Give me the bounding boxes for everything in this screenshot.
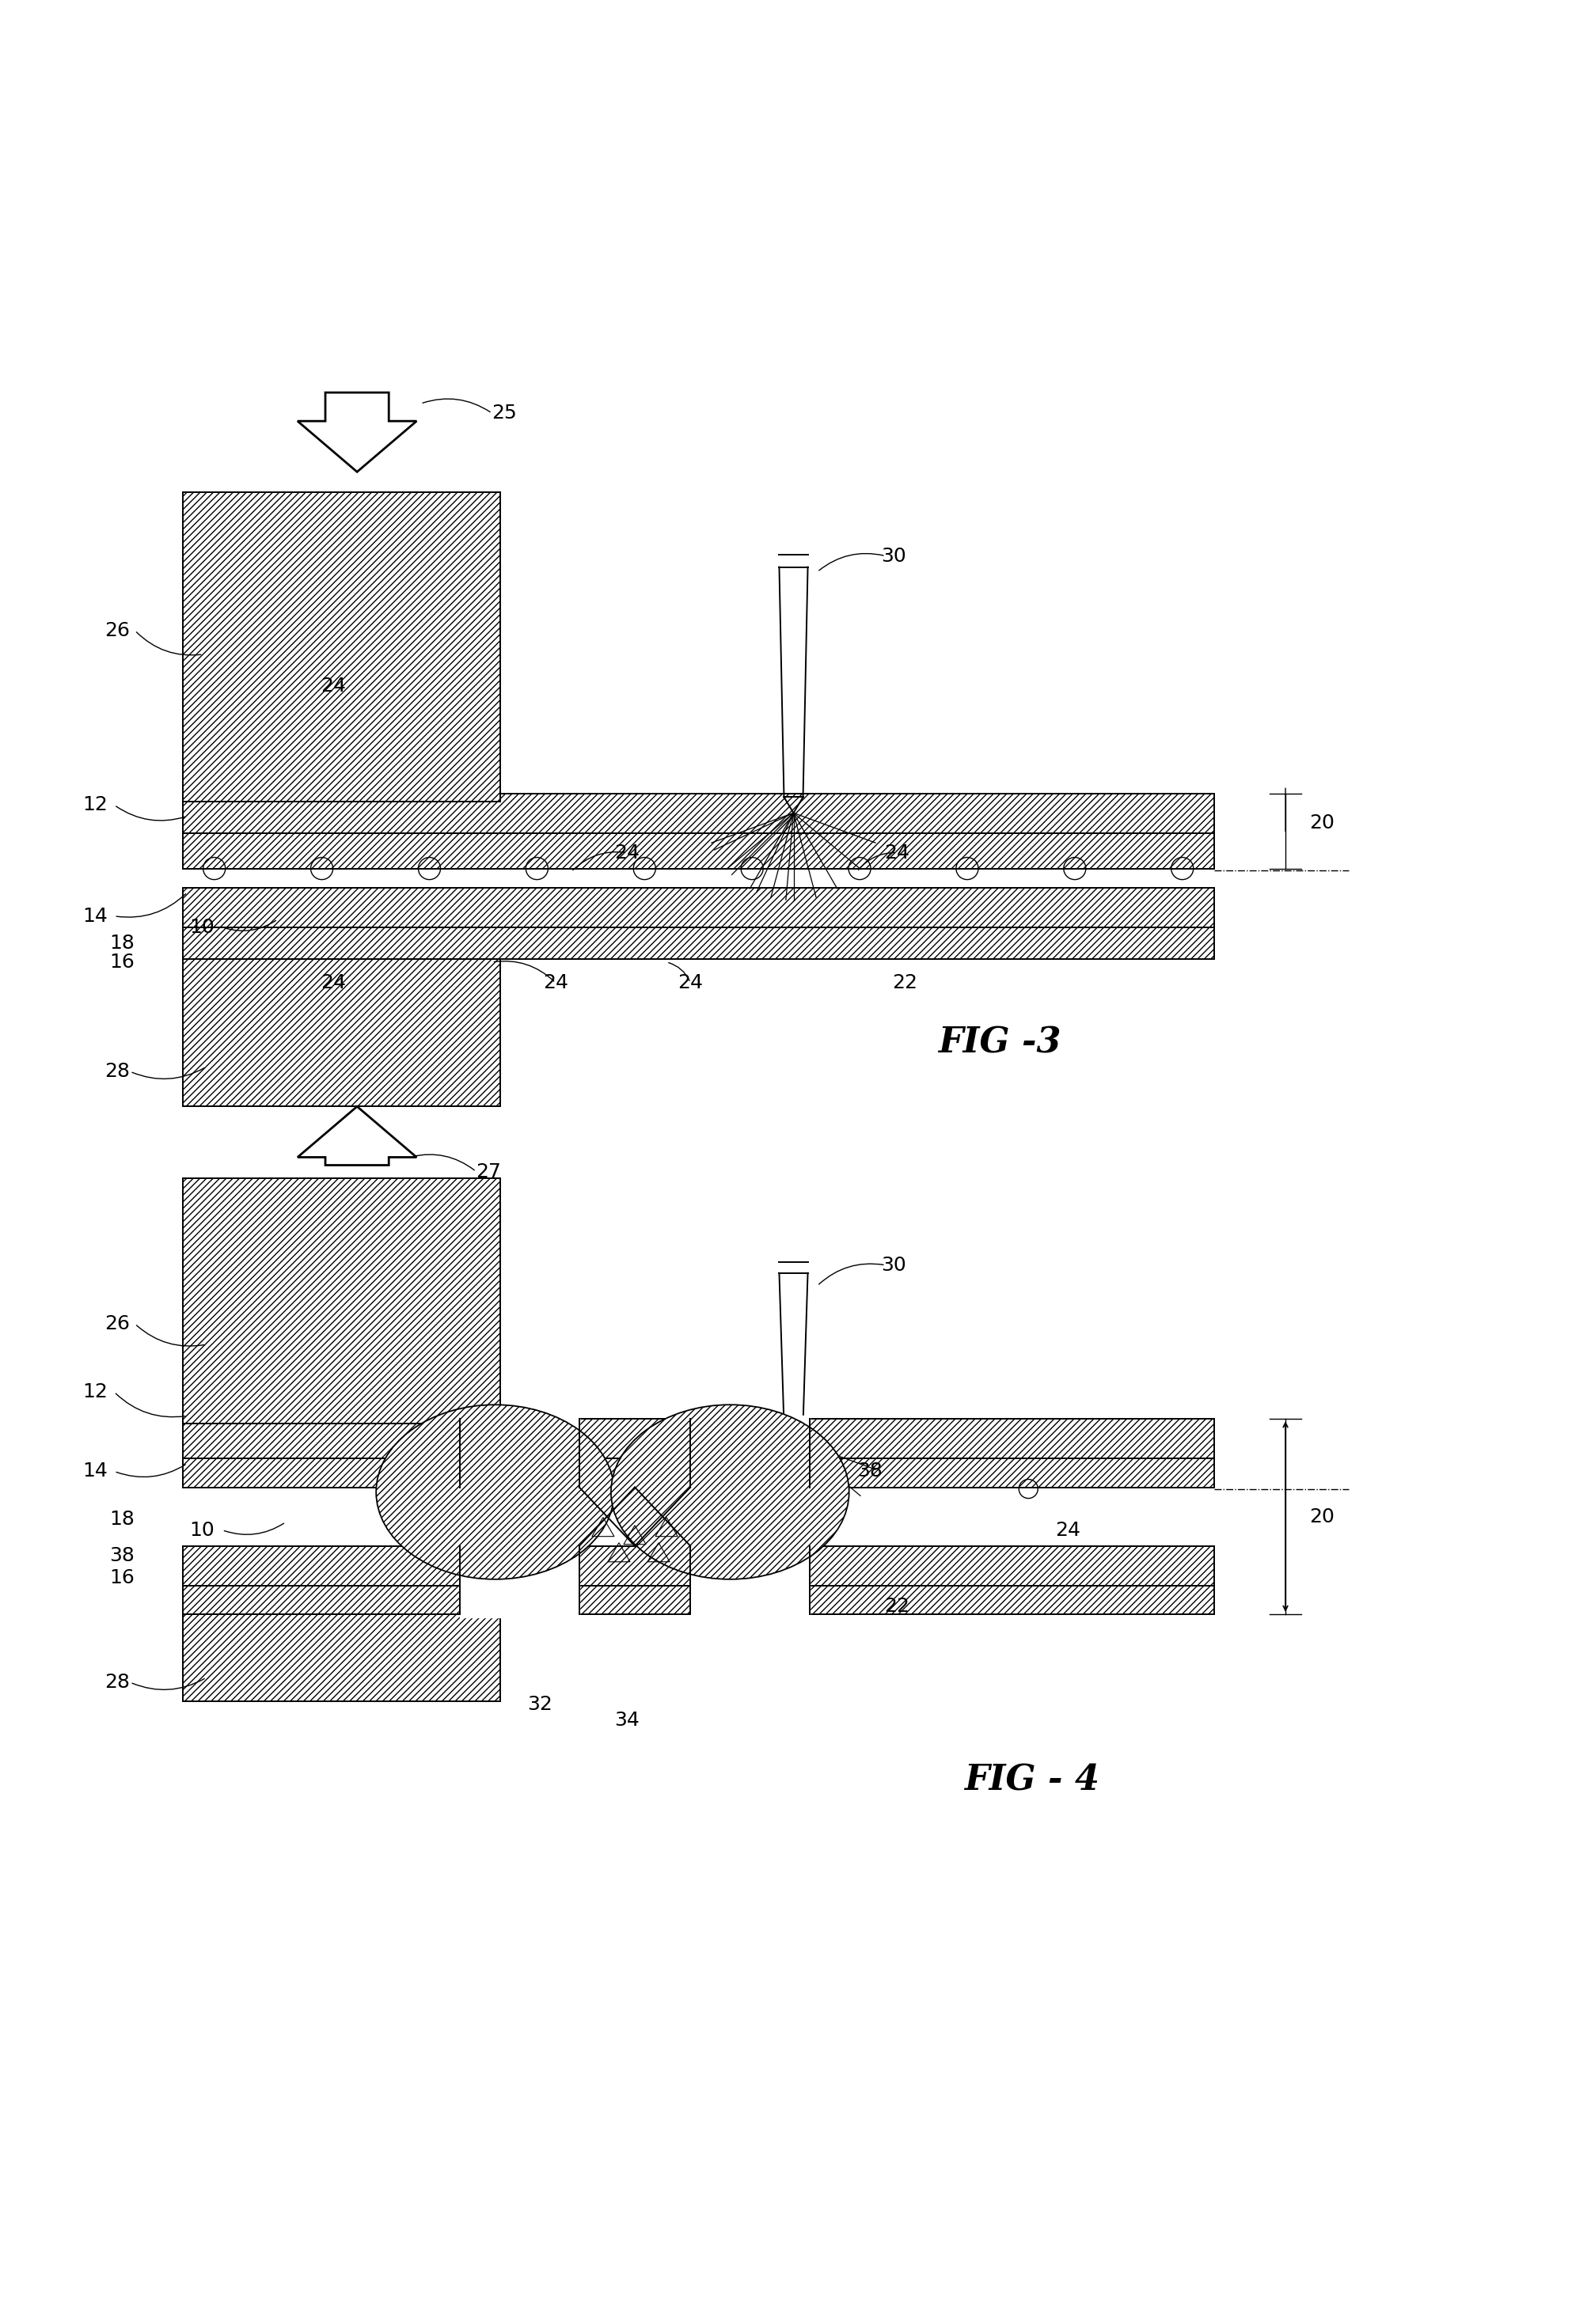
Text: 24: 24	[678, 974, 703, 992]
Bar	[183, 834, 1214, 869]
FancyArrow shape	[298, 393, 416, 472]
Bar	[183, 1420, 1214, 1459]
Bar	[183, 1615, 500, 1701]
Text: 18: 18	[110, 934, 135, 953]
Text: 16: 16	[110, 953, 135, 971]
Bar	[183, 888, 1214, 927]
Text: 14: 14	[83, 1462, 108, 1480]
Ellipse shape	[376, 1404, 614, 1580]
Text: 20: 20	[1309, 1506, 1335, 1527]
Text: 22: 22	[884, 1597, 909, 1615]
Text: 12: 12	[83, 1383, 108, 1401]
Text: 30: 30	[881, 1255, 906, 1274]
Bar	[183, 1459, 1214, 1487]
Bar	[183, 927, 1214, 960]
Text: 10: 10	[189, 1520, 214, 1538]
Text: 36: 36	[778, 1455, 803, 1473]
Bar	[183, 1585, 1214, 1615]
Text: 30: 30	[881, 546, 906, 565]
Text: 24: 24	[614, 844, 640, 862]
Text: 38: 38	[110, 1545, 135, 1564]
Text: 24: 24	[321, 974, 346, 992]
Text: 24: 24	[884, 844, 909, 862]
Text: 25: 25	[492, 404, 517, 423]
Text: 32: 32	[527, 1694, 552, 1715]
Text: 26: 26	[105, 1315, 130, 1334]
Text: 27: 27	[476, 1162, 501, 1181]
Text: 24: 24	[1055, 1520, 1081, 1538]
Text: FIG -3: FIG -3	[938, 1025, 1062, 1060]
Text: 18: 18	[110, 1511, 135, 1529]
Text: 38: 38	[857, 1462, 882, 1480]
Bar	[183, 1545, 1214, 1585]
Text: 24: 24	[543, 974, 568, 992]
Text: 10: 10	[189, 918, 214, 937]
Bar	[183, 795, 1214, 834]
Text: 36: 36	[440, 1422, 465, 1441]
Text: 34: 34	[614, 1710, 640, 1729]
Text: FIG - 4: FIG - 4	[963, 1764, 1100, 1799]
Text: 14: 14	[83, 906, 108, 925]
Text: 16: 16	[110, 1569, 135, 1587]
Text: 12: 12	[83, 795, 108, 813]
Text: 28: 28	[105, 1673, 130, 1692]
FancyArrow shape	[298, 1106, 416, 1164]
Text: 26: 26	[105, 621, 130, 639]
Text: 34: 34	[717, 1429, 743, 1450]
Text: 22: 22	[892, 974, 917, 992]
Ellipse shape	[611, 1404, 849, 1580]
Text: 28: 28	[105, 1062, 130, 1081]
Bar	[183, 960, 500, 1106]
Bar	[183, 1178, 500, 1425]
Text: 20: 20	[1309, 813, 1335, 832]
Text: 24: 24	[321, 676, 346, 695]
Bar	[183, 493, 500, 802]
